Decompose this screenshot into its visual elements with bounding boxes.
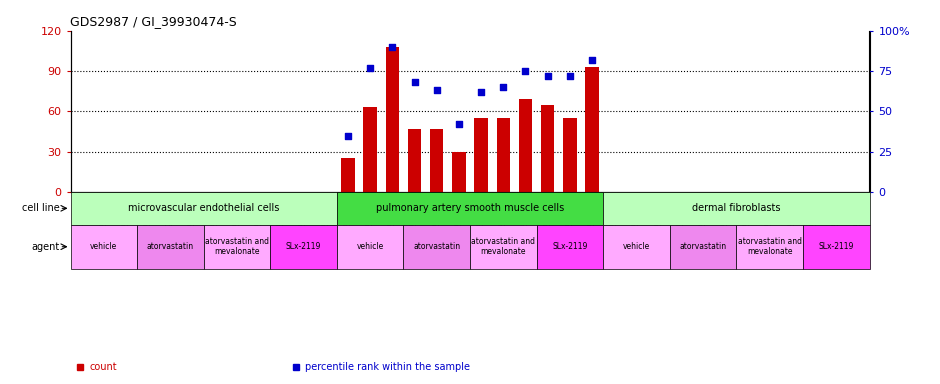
- Bar: [430, 129, 444, 192]
- Point: [585, 57, 600, 63]
- Bar: [70, 192, 337, 225]
- Point: [384, 44, 400, 50]
- Text: count: count: [89, 362, 118, 372]
- Point: [518, 68, 533, 74]
- Text: atorvastatin and
mevalonate: atorvastatin and mevalonate: [205, 237, 269, 257]
- Text: atorvastatin and
mevalonate: atorvastatin and mevalonate: [471, 237, 535, 257]
- Text: agent: agent: [31, 242, 59, 252]
- Bar: [496, 118, 509, 192]
- Text: cell line: cell line: [22, 203, 59, 214]
- Bar: [563, 118, 576, 192]
- Bar: [452, 152, 465, 192]
- Bar: [803, 225, 870, 269]
- Bar: [586, 67, 599, 192]
- Text: vehicle: vehicle: [623, 242, 650, 251]
- Bar: [475, 118, 488, 192]
- Bar: [541, 104, 555, 192]
- Text: atorvastatin: atorvastatin: [414, 242, 461, 251]
- Text: vehicle: vehicle: [90, 242, 118, 251]
- Text: SLx-2119: SLx-2119: [819, 242, 854, 251]
- Text: percentile rank within the sample: percentile rank within the sample: [306, 362, 470, 372]
- Text: SLx-2119: SLx-2119: [286, 242, 321, 251]
- Text: pulmonary artery smooth muscle cells: pulmonary artery smooth muscle cells: [376, 203, 564, 214]
- Point: [407, 79, 422, 85]
- Point: [340, 132, 355, 139]
- Bar: [669, 225, 736, 269]
- Point: [363, 65, 378, 71]
- Bar: [70, 225, 137, 269]
- Bar: [603, 225, 669, 269]
- Point: [540, 73, 556, 79]
- Bar: [337, 192, 603, 225]
- Point: [562, 73, 577, 79]
- Bar: [204, 225, 271, 269]
- Text: atorvastatin: atorvastatin: [680, 242, 727, 251]
- Bar: [403, 225, 470, 269]
- Bar: [271, 225, 337, 269]
- Point: [495, 84, 510, 90]
- Bar: [364, 107, 377, 192]
- Bar: [137, 225, 204, 269]
- Text: dermal fibroblasts: dermal fibroblasts: [692, 203, 780, 214]
- Bar: [603, 192, 870, 225]
- Bar: [408, 129, 421, 192]
- Text: SLx-2119: SLx-2119: [552, 242, 588, 251]
- Text: GDS2987 / GI_39930474-S: GDS2987 / GI_39930474-S: [70, 15, 237, 28]
- Text: atorvastatin and
mevalonate: atorvastatin and mevalonate: [738, 237, 802, 257]
- Point: [474, 89, 489, 95]
- Point: [451, 121, 466, 127]
- Text: atorvastatin: atorvastatin: [147, 242, 194, 251]
- Bar: [537, 225, 603, 269]
- Bar: [385, 47, 399, 192]
- Text: microvascular endothelial cells: microvascular endothelial cells: [128, 203, 279, 214]
- Bar: [341, 158, 354, 192]
- Bar: [337, 225, 403, 269]
- Bar: [470, 225, 537, 269]
- Bar: [519, 99, 532, 192]
- Text: vehicle: vehicle: [356, 242, 384, 251]
- Point: [430, 87, 445, 93]
- Bar: [736, 225, 803, 269]
